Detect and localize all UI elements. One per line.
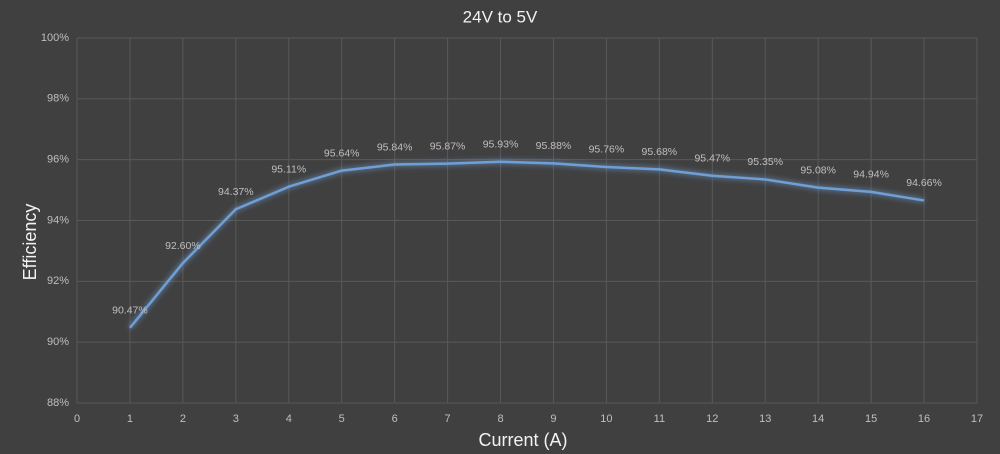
data-label: 90.47% bbox=[112, 305, 148, 317]
x-tick-label: 9 bbox=[550, 413, 556, 425]
y-tick-label: 100% bbox=[41, 32, 69, 44]
data-label: 94.94% bbox=[853, 169, 889, 181]
data-label: 95.84% bbox=[377, 141, 413, 153]
x-tick-label: 6 bbox=[392, 413, 398, 425]
data-label: 95.76% bbox=[589, 144, 625, 156]
x-tick-label: 7 bbox=[445, 413, 451, 425]
data-label: 94.66% bbox=[906, 177, 942, 189]
data-label: 95.47% bbox=[694, 153, 730, 165]
y-tick-label: 98% bbox=[47, 93, 69, 105]
x-tick-label: 14 bbox=[812, 413, 824, 425]
y-axis-label: Efficiency bbox=[20, 204, 40, 281]
y-tick-label: 96% bbox=[47, 154, 69, 166]
y-tick-label: 90% bbox=[47, 336, 69, 348]
x-tick-label: 10 bbox=[600, 413, 612, 425]
x-tick-label: 13 bbox=[759, 413, 771, 425]
data-label: 95.08% bbox=[800, 164, 836, 176]
y-tick-label: 92% bbox=[47, 275, 69, 287]
x-tick-label: 8 bbox=[497, 413, 503, 425]
data-label: 95.87% bbox=[430, 140, 466, 152]
x-axis-label: Current (A) bbox=[478, 430, 567, 450]
data-label: 92.60% bbox=[165, 240, 201, 252]
data-label: 95.11% bbox=[271, 164, 306, 176]
data-label: 95.64% bbox=[324, 147, 360, 159]
chart-title: 24V to 5V bbox=[463, 7, 538, 26]
x-tick-label: 0 bbox=[74, 413, 80, 425]
x-tick-label: 11 bbox=[654, 413, 665, 425]
data-line bbox=[128, 160, 925, 329]
y-tick-label: 88% bbox=[47, 397, 69, 409]
x-tick-label: 12 bbox=[706, 413, 718, 425]
x-tick-label: 15 bbox=[865, 413, 877, 425]
data-label: 95.93% bbox=[483, 139, 519, 151]
x-tick-label: 4 bbox=[286, 413, 292, 425]
x-tick-label: 17 bbox=[971, 413, 983, 425]
x-tick-label: 16 bbox=[918, 413, 930, 425]
data-label: 94.37% bbox=[218, 186, 254, 198]
x-tick-label: 2 bbox=[180, 413, 186, 425]
y-tick-label: 94% bbox=[47, 214, 69, 226]
x-tick-label: 3 bbox=[233, 413, 239, 425]
x-tick-label: 5 bbox=[339, 413, 345, 425]
data-label: 95.88% bbox=[536, 140, 572, 152]
x-tick-label: 1 bbox=[127, 413, 133, 425]
data-label: 95.35% bbox=[747, 156, 783, 168]
data-label: 95.68% bbox=[642, 146, 678, 158]
